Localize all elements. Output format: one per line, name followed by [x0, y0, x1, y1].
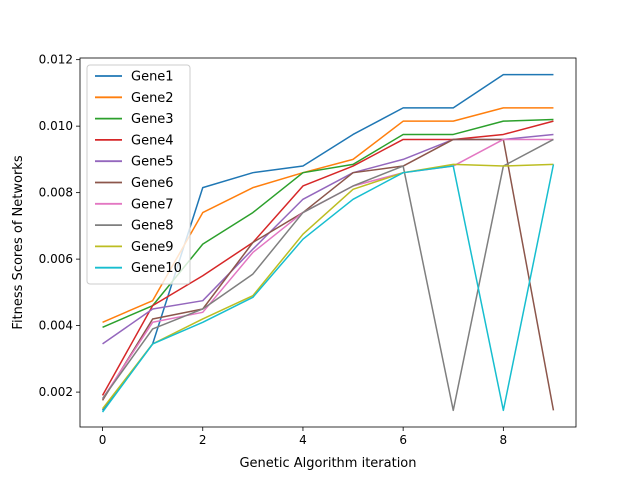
legend-label-gene7: Gene7 — [131, 197, 174, 212]
x-tick-label: 0 — [99, 433, 107, 447]
x-tick-label: 8 — [500, 433, 508, 447]
legend-label-gene6: Gene6 — [131, 176, 174, 191]
series-line-gene10 — [101, 164, 555, 413]
legend-label-gene8: Gene8 — [131, 219, 174, 234]
x-axis-label: Genetic Algorithm iteration — [239, 456, 416, 471]
legend-label-gene1: Gene1 — [131, 70, 174, 85]
series-line-gene4 — [101, 120, 554, 396]
series-line-gene9 — [101, 163, 554, 410]
legend-box — [86, 64, 191, 285]
x-tick-label: 6 — [399, 433, 407, 447]
y-tick-label: 0.004 — [39, 319, 73, 333]
x-tick-label: 2 — [199, 433, 207, 447]
y-axis: 0.002 0.004 0.006 0.008 0.010 0.012 — [39, 53, 80, 399]
x-axis: 0 2 4 6 8 — [99, 427, 507, 447]
legend-label-gene5: Gene5 — [131, 155, 174, 170]
legend-label-gene4: Gene4 — [131, 133, 174, 148]
x-tick-label: 4 — [299, 433, 307, 447]
y-tick-label: 0.010 — [39, 119, 73, 133]
legend-label-gene10: Gene10 — [131, 261, 182, 276]
y-tick-label: 0.006 — [39, 252, 73, 266]
y-tick-label: 0.012 — [39, 53, 73, 67]
legend-label-gene3: Gene3 — [131, 112, 174, 127]
y-tick-label: 0.008 — [39, 186, 73, 200]
series-line-gene6 — [101, 138, 555, 411]
y-tick-label: 0.002 — [39, 385, 73, 399]
legend-label-gene2: Gene2 — [131, 91, 174, 106]
legend: Gene1 Gene2 Gene3 Gene4 Gene5 Gene6 Gene7 Gene8… — [86, 64, 191, 285]
y-axis-label: Fitness Scores of Networks — [11, 155, 26, 329]
legend-label-gene9: Gene9 — [131, 240, 174, 255]
plot-frame — [79, 57, 577, 428]
